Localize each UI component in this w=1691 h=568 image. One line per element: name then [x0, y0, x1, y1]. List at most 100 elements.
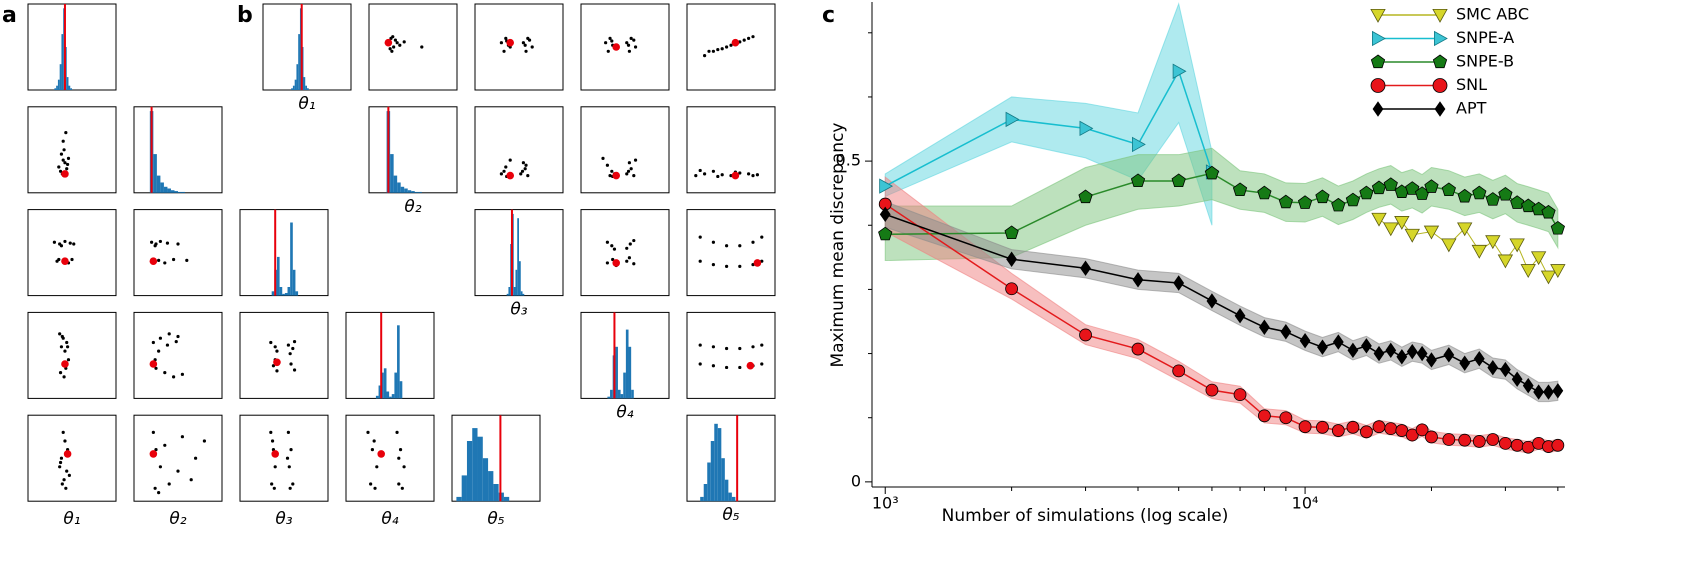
sample-point — [524, 49, 528, 53]
hist-bar — [615, 346, 618, 399]
sample-point — [504, 165, 508, 169]
sample-point — [398, 448, 403, 452]
hist-bar — [391, 394, 395, 399]
data-point — [1552, 383, 1564, 399]
data-point — [1425, 430, 1438, 444]
panel-label: a — [2, 3, 17, 28]
data-point — [1404, 228, 1420, 243]
data-point — [1171, 173, 1186, 188]
hist-bar — [617, 389, 621, 399]
data-point — [1457, 222, 1473, 237]
sample-point — [760, 343, 764, 347]
sample-point — [64, 131, 68, 135]
data-point — [1415, 423, 1429, 437]
data-point — [878, 226, 893, 241]
sample-point — [150, 240, 154, 244]
sample-point — [751, 35, 755, 39]
hist-bar — [508, 287, 511, 296]
sample-point — [725, 365, 729, 370]
data-point — [1297, 195, 1313, 209]
sample-point — [519, 172, 523, 176]
hist-bar — [717, 428, 722, 502]
param-label: θ₄ — [381, 509, 398, 529]
sample-point — [60, 334, 64, 339]
data-point — [1472, 185, 1487, 200]
subplot-frame — [686, 3, 776, 91]
data-point — [1442, 433, 1456, 446]
sample-point — [172, 375, 176, 379]
data-point — [1394, 216, 1410, 230]
sample-point — [520, 169, 525, 173]
data-point — [1004, 225, 1019, 240]
truth-point — [746, 361, 755, 370]
hist-bar — [292, 269, 296, 296]
hist-bar — [418, 191, 422, 193]
sample-point — [167, 332, 171, 336]
truth-point — [273, 358, 281, 367]
data-point — [1173, 275, 1185, 291]
hist-bar — [721, 458, 725, 502]
hist-bar — [724, 479, 729, 502]
subplot-frame — [27, 209, 117, 297]
data-point — [1459, 355, 1471, 371]
data-point — [1172, 364, 1186, 378]
sample-point — [202, 439, 206, 443]
truth-point — [731, 38, 740, 47]
truth-point — [61, 257, 69, 266]
hist-bar — [389, 396, 392, 399]
legend-label: APT — [1456, 99, 1487, 118]
sample-point — [62, 375, 66, 379]
sample-point — [194, 456, 198, 460]
subplot-frame — [686, 414, 776, 502]
sample-point — [391, 35, 395, 39]
sample-point — [163, 443, 167, 447]
truth-point — [731, 171, 740, 180]
sample-point — [751, 240, 755, 244]
subplot-frame — [345, 311, 435, 399]
hist-bar — [404, 188, 408, 193]
series-line — [884, 69, 1213, 187]
sample-point — [52, 240, 57, 244]
data-point — [1371, 212, 1387, 227]
param-label: θ₅ — [722, 505, 739, 525]
truth-point — [149, 257, 158, 266]
data-point — [1132, 136, 1146, 153]
legend-marker — [1434, 101, 1446, 117]
subplot-frame — [474, 106, 564, 194]
subplot-frame — [686, 209, 776, 297]
sample-point — [747, 36, 751, 41]
sample-point — [65, 340, 69, 345]
sample-point — [372, 439, 376, 443]
sample-point — [272, 486, 276, 490]
sample-point — [397, 456, 401, 460]
legend-marker — [1434, 30, 1448, 47]
data-point — [1472, 435, 1486, 448]
data-point — [1416, 345, 1428, 362]
sample-point — [698, 259, 702, 263]
sample-point — [62, 478, 66, 482]
sample-point — [288, 486, 292, 490]
hist-bar — [298, 34, 300, 90]
subplot-frame — [133, 311, 223, 399]
hist-bar — [174, 191, 178, 193]
hist-bar — [631, 389, 634, 399]
sample-point — [530, 45, 534, 49]
hist-bar — [728, 492, 732, 502]
legend-label: SNPE-B — [1456, 52, 1514, 71]
data-point — [1511, 371, 1523, 387]
sample-point — [402, 40, 406, 44]
sample-point — [504, 36, 508, 41]
y-axis-title: Maximum mean discrepancy — [828, 123, 848, 368]
sample-point — [291, 482, 295, 486]
legend-label: SNL — [1456, 75, 1487, 94]
hist-bar — [167, 188, 171, 193]
sample-point — [68, 241, 72, 245]
subplot-frame — [27, 3, 117, 91]
sample-point — [606, 49, 610, 53]
sample-point — [58, 169, 63, 173]
sample-point — [711, 345, 716, 349]
data-point — [1347, 342, 1359, 359]
subplot-frame — [474, 3, 564, 91]
sample-point — [694, 174, 698, 178]
data-point — [1487, 359, 1499, 376]
